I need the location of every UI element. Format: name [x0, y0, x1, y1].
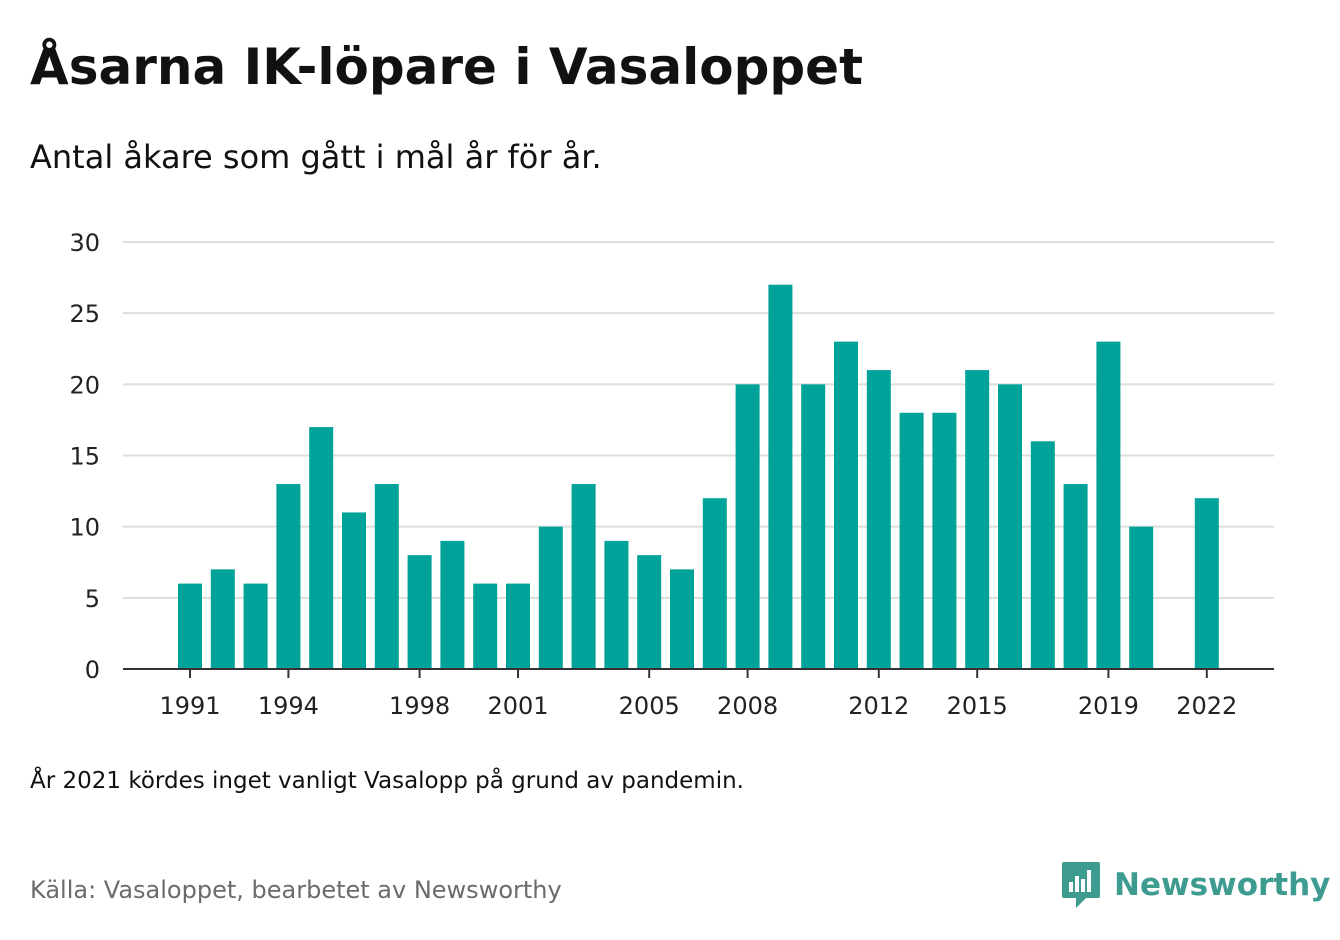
y-tick-label: 30 [69, 229, 100, 257]
bar [834, 341, 858, 669]
bar [604, 540, 629, 669]
bar [210, 569, 235, 669]
x-tick-label: 1998 [389, 692, 450, 720]
bar [440, 540, 465, 669]
bar [407, 555, 432, 669]
bar [866, 370, 891, 669]
bar [998, 384, 1022, 669]
bar [1129, 526, 1154, 669]
bar [637, 555, 662, 669]
y-tick-label: 25 [69, 300, 100, 328]
bar [1194, 498, 1219, 669]
bar [1096, 341, 1121, 669]
x-tick-label: 2008 [717, 692, 778, 720]
x-tick-label: 2019 [1078, 692, 1139, 720]
x-tick-label: 1994 [258, 692, 319, 720]
bar [670, 569, 694, 669]
newsworthy-logo-icon [1062, 862, 1100, 908]
bar [571, 483, 596, 669]
chart-subtitle: Antal åkare som gått i mål år för år. [30, 138, 602, 176]
x-tick-label: 2022 [1176, 692, 1237, 720]
bar [1063, 483, 1088, 669]
brand-logo: Newsworthy [1060, 860, 1330, 910]
y-tick-label: 10 [69, 514, 100, 542]
axes: 0 5 10 15 20 25 30 1991 1994 1998 2001 2005 2008 2012… [69, 229, 1274, 720]
y-tick-label: 5 [85, 585, 100, 613]
x-tick-label: 2001 [487, 692, 548, 720]
bar [768, 284, 793, 669]
y-tick-label: 15 [69, 443, 100, 471]
bar [702, 498, 727, 669]
chart-note: År 2021 kördes inget vanligt Vasalopp på… [30, 768, 744, 794]
brand-name: Newsworthy [1114, 867, 1331, 903]
bar [243, 583, 268, 669]
bar [178, 583, 202, 669]
bar [309, 427, 334, 669]
bar [801, 384, 826, 669]
x-tick-label: 2012 [848, 692, 909, 720]
chart-title: Åsarna IK-löpare i Vasaloppet [30, 38, 863, 96]
bar [538, 526, 563, 669]
bar [342, 512, 366, 669]
bar [276, 483, 301, 669]
bar [965, 370, 990, 669]
x-tick-label: 1991 [159, 692, 220, 720]
bar [735, 384, 760, 669]
bar [506, 583, 530, 669]
y-tick-label: 20 [69, 371, 100, 399]
bar [1030, 441, 1055, 669]
x-tick-label: 2015 [947, 692, 1008, 720]
source-credit: Källa: Vasaloppet, bearbetet av Newswort… [30, 876, 562, 904]
y-tick-label: 0 [85, 656, 100, 684]
x-tick-label: 2005 [619, 692, 680, 720]
bar [473, 583, 498, 669]
bar [374, 483, 399, 669]
bar [899, 412, 924, 669]
bars [178, 284, 1219, 669]
bar [932, 412, 957, 669]
